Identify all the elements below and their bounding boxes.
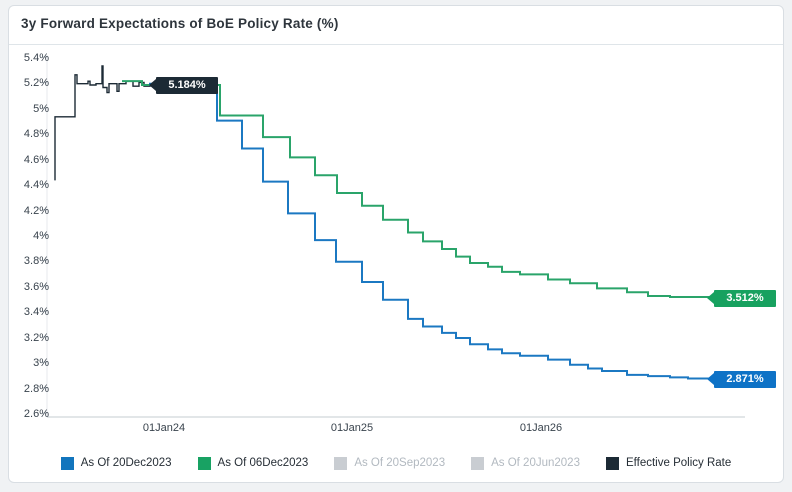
legend-item-as-of-20sep2023[interactable]: As Of 20Sep2023 [334,456,446,470]
last-value-badge-effective-policy-rate: 5.184% [149,76,218,94]
y-tick-label: 4.8% [23,128,49,141]
legend-swatch [471,456,485,470]
chart-title: 3y Forward Expectations of BoE Policy Ra… [21,16,339,31]
series-line-effective-policy-rate[interactable] [54,65,155,181]
legend-label: Effective Policy Rate [625,457,732,469]
legend-item-as-of-20jun2023[interactable]: As Of 20Jun2023 [471,456,580,470]
chart-header: 3y Forward Expectations of BoE Policy Ra… [9,6,783,44]
y-tick-label: 4% [33,230,49,242]
legend-label: As Of 20Dec2023 [80,457,172,469]
y-tick-label: 3.8% [23,255,49,268]
legend-swatch [334,456,348,470]
y-tick-label: 2.8% [23,382,49,395]
series-line-as-of-20dec2023[interactable] [149,82,712,380]
x-tick-label: 01Jan25 [330,422,374,434]
legend: As Of 20Dec2023 As Of 06Dec2023 As Of 20Se… [9,453,783,473]
x-tick-label: 01Jan26 [519,422,563,434]
legend-swatch [197,456,211,470]
y-tick-label: 4.6% [23,153,49,166]
y-tick-label: 5.2% [23,77,49,90]
y-tick-label: 3.4% [23,306,49,319]
y-tick-label: 3% [33,357,49,370]
legend-label: As Of 06Dec2023 [217,457,309,469]
y-tick-label: 2.6% [23,408,49,420]
legend-item-as-of-20dec2023[interactable]: As Of 20Dec2023 [60,456,172,470]
last-value-badge-as-of-20dec2023: 2.871% [707,371,776,389]
y-tick-label: 3.2% [23,331,49,344]
x-tick-label: 01Jan24 [142,422,186,434]
legend-swatch [605,456,619,470]
legend-label: As Of 20Sep2023 [354,457,446,469]
y-tick-label: 4.2% [23,204,49,217]
y-tick-label: 3.6% [23,280,49,293]
y-tick-label: 5% [33,102,49,115]
last-value-badge-as-of-06dec2023: 3.512% [707,289,776,307]
series-line-as-of-06dec2023[interactable] [122,80,712,298]
legend-item-as-of-06dec2023[interactable]: As Of 06Dec2023 [197,456,309,470]
y-tick-label: 4.4% [23,179,49,192]
chart-card: 3y Forward Expectations of BoE Policy Ra… [8,5,784,483]
header-divider [9,44,783,45]
legend-item-effective-policy-rate[interactable]: Effective Policy Rate [605,456,732,470]
y-tick-label: 5.4% [23,52,49,64]
legend-label: As Of 20Jun2023 [491,457,580,469]
legend-swatch [60,456,74,470]
